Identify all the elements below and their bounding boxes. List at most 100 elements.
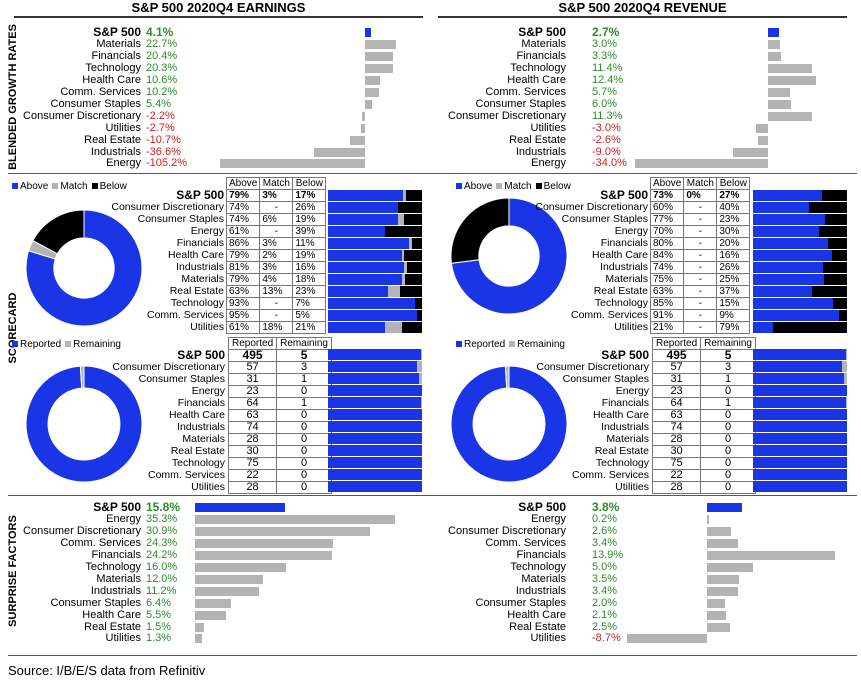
remaining-cell: 3 — [700, 361, 756, 374]
value-label-consumer-discretionary: 30.9% — [146, 524, 178, 537]
stack-above-utilities — [753, 322, 773, 333]
category-label-health-care: Health Care — [82, 73, 141, 86]
table-row: Utilities 28 0 — [104, 481, 332, 494]
category-label-real-estate: Real Estate — [84, 133, 141, 146]
row-label-real-estate: Real Estate — [593, 285, 648, 297]
table-row: Materials 28 0 — [528, 433, 756, 446]
remaining-cell: 0 — [700, 481, 756, 494]
earnings-title: S&P 500 2020Q4 EARNINGS — [14, 0, 423, 18]
remaining-cell: 3 — [276, 361, 332, 374]
revenue-reported-donut — [450, 365, 568, 483]
bar-energy — [195, 514, 396, 524]
above-cell: 75% — [649, 273, 685, 286]
reported-bar-consumer-discretionary — [328, 361, 418, 372]
remaining-cell: 0 — [700, 469, 756, 482]
category-label-financials: Financials — [516, 548, 566, 561]
table-row: Utilities 21% -79% — [528, 321, 751, 334]
category-label-industrials: Industrials — [515, 584, 566, 597]
row-label-comm-services: Comm. Services — [147, 469, 225, 481]
stack-above-technology — [328, 298, 416, 309]
below-cell: 18% — [292, 273, 327, 286]
reported-cell: 23 — [651, 385, 702, 398]
reported-cell: 57 — [651, 361, 702, 374]
above-cell: 80% — [649, 237, 685, 250]
row-label-consumer-staples: Consumer Staples — [137, 213, 224, 225]
stack-above-financials — [328, 238, 409, 249]
header-above: Above — [649, 177, 685, 190]
reported-bar-financials — [753, 397, 846, 408]
stack-match-real-estate — [387, 286, 401, 297]
table-row: Consumer Discretionary 74% -26% — [104, 201, 327, 214]
category-label-consumer-discretionary: Consumer Discretionary — [448, 109, 566, 122]
table-row: Financials 80% -20% — [528, 237, 751, 250]
stack-below-consumer-staples — [403, 214, 422, 225]
reported-cell: 22 — [227, 469, 278, 482]
category-label-materials: Materials — [96, 37, 141, 50]
below-cell: 30% — [716, 225, 751, 238]
reported-cell: 495 — [227, 349, 278, 362]
reported-cell: 63 — [651, 409, 702, 422]
stack-above-real-estate — [328, 286, 388, 297]
category-label-technology: Technology — [85, 61, 141, 74]
row-label-industrials: Industrials — [176, 261, 224, 273]
bar-sp-500 — [365, 28, 371, 37]
remaining-bar-consumer-discretionary — [842, 361, 847, 372]
value-label-industrials: 11.2% — [146, 584, 177, 597]
stack-below-real-estate — [400, 286, 422, 297]
source-note: Source: I/B/E/S data from Refinitiv — [8, 663, 206, 678]
above-cell: 63% — [649, 285, 685, 298]
value-label-health-care: 5.5% — [146, 608, 172, 621]
stack-above-real-estate — [753, 286, 813, 297]
table-row: S&P 500 495 5 — [528, 349, 756, 362]
below-cell: 23% — [292, 285, 327, 298]
category-label-sp-500: S&P 500 — [93, 500, 141, 514]
reported-bar-consumer-staples — [328, 373, 420, 384]
below-cell: 16% — [292, 261, 327, 274]
reported-cell: 31 — [651, 373, 702, 386]
match-cell: - — [683, 261, 718, 274]
bar-energy — [635, 159, 768, 169]
match-cell: 6% — [259, 213, 294, 226]
bar-comm-services — [768, 87, 791, 97]
earnings-scorecard-table: Above Match Below S&P 500 79% 3% 17% Consumer D… — [104, 177, 327, 334]
value-label-consumer-staples: 6.0% — [592, 97, 618, 110]
remaining-bar-consumer-staples — [844, 373, 847, 384]
bar-financials — [365, 51, 394, 61]
row-label-consumer-staples: Consumer Staples — [138, 373, 225, 385]
stack-below-real-estate — [812, 286, 847, 297]
category-label-real-estate: Real Estate — [509, 620, 566, 633]
remaining-cell: 0 — [276, 445, 332, 458]
table-row: Health Care 84% -16% — [528, 249, 751, 262]
remaining-bar-consumer-discretionary — [417, 361, 422, 372]
match-cell: - — [683, 297, 718, 310]
revenue-scorecard-legend-text-above: Above — [464, 181, 493, 192]
reported-cell: 495 — [651, 349, 702, 362]
category-label-utilities: Utilities — [530, 121, 566, 134]
row-label-financials: Financials — [177, 397, 225, 409]
below-cell: 40% — [716, 201, 751, 214]
value-label-materials: 3.0% — [592, 37, 618, 50]
stack-below-materials — [405, 274, 422, 285]
earnings-reported-donut-slice-remaining — [79, 365, 85, 389]
row-label-technology: Technology — [170, 297, 224, 309]
table-row: Real Estate 30 0 — [528, 445, 756, 458]
bar-real-estate — [350, 135, 365, 145]
remaining-cell: 1 — [276, 397, 332, 410]
above-cell: 61% — [225, 321, 261, 334]
stack-match-health-care — [402, 250, 405, 261]
value-label-technology: 5.0% — [592, 560, 618, 573]
stack-below-comm-services — [417, 310, 422, 321]
earnings-scorecard-donut-slice-below — [32, 209, 85, 255]
revenue-reported-table: Reported Remaining S&P 500 495 5 Consumer Dis… — [528, 337, 756, 494]
match-cell: - — [683, 273, 718, 286]
above-cell: 91% — [649, 309, 685, 322]
value-label-financials: 13.9% — [592, 548, 624, 561]
revenue-reported-legend-swatch-reported — [456, 341, 462, 348]
value-label-consumer-staples: 5.4% — [146, 97, 172, 110]
table-row: Industrials 81% 3% 16% — [104, 261, 327, 274]
stack-match-consumer-staples — [398, 214, 404, 225]
stack-below-consumer-discretionary — [397, 202, 422, 213]
above-cell: 74% — [225, 213, 261, 226]
row-label-materials: Materials — [606, 433, 649, 445]
row-label-consumer-discretionary: Consumer Discretionary — [535, 201, 648, 213]
